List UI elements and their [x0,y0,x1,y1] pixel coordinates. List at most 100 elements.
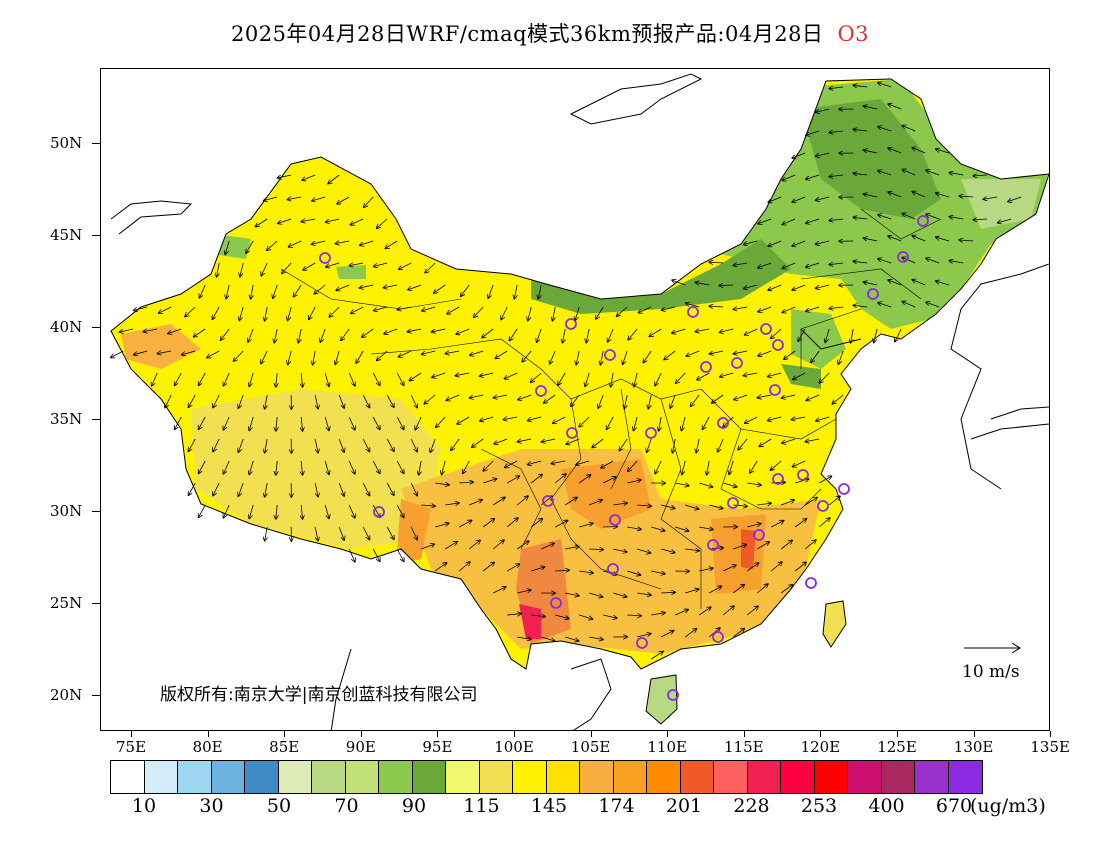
wind-arrow [410,482,417,496]
wind-arrow [233,350,244,361]
wind-arrow [396,372,404,385]
longitude-tick [207,731,209,737]
wind-arrow [686,303,700,308]
wind-arrow [878,259,892,264]
station-marker [769,384,781,396]
wind-arrow [816,416,830,421]
wind-arrow [878,215,892,220]
wind-arrow [804,498,817,506]
wind-arrow [806,174,820,179]
wind-arrow [627,570,640,575]
station-marker [566,427,578,439]
wind-arrow [312,196,326,201]
wind-arrow [838,350,844,364]
wind-arrow [504,372,518,379]
wind-arrow [576,350,580,365]
wind-arrow [199,372,206,385]
colorbar-units: (ug/m3) [970,795,1046,817]
wind-arrow [973,175,988,176]
wind-arrow [791,417,806,420]
wind-arrow [585,372,590,386]
wind-arrow [949,217,964,219]
wind-arrow [422,350,436,354]
wind-arrow [338,526,344,540]
wind-arrow [134,350,148,355]
wind-arrow [320,328,326,342]
wind-arrow [816,284,830,288]
wind-arrow [697,372,710,380]
wind-arrow [650,652,663,660]
wind-arrow [782,218,796,224]
station-marker [373,506,385,518]
station-marker [687,306,699,318]
wind-arrow [213,438,220,452]
wind-arrow [902,302,916,308]
wind-arrow [818,476,831,484]
wind-arrow [313,350,316,365]
wind-arrow [314,438,318,453]
wind-arrow [503,417,518,420]
wind-arrow [926,258,940,264]
wind-arrow [912,236,926,242]
wind-arrow [607,416,614,429]
station-marker [817,500,829,512]
wind-arrow [949,261,964,263]
wind-arrow [782,438,796,443]
wind-arrow [248,328,254,342]
wind-arrow [926,214,940,220]
longitude-label: 80E [192,738,223,756]
wind-arrow [468,540,480,550]
wind-scale-legend: 10 m/s [962,642,1021,682]
wind-arrow [492,540,504,550]
wind-arrow [651,613,665,615]
wind-arrow [301,460,302,475]
wind-arrow [780,585,792,594]
wind-arrow [265,526,268,541]
wind-arrow [335,350,340,364]
wind-arrow [261,262,268,276]
wind-arrow [372,504,380,517]
wind-arrow [328,174,340,184]
wind-arrow [709,504,723,508]
wind-arrow [684,629,696,638]
wind-arrow [816,240,830,244]
colorbar-swatch [178,761,212,793]
wind-arrow [362,394,369,407]
wind-arrow [829,219,844,221]
colorbar-swatch [881,761,915,793]
wind-arrow [506,564,519,572]
colorbar-swatch [312,761,346,793]
wind-arrow [744,328,758,335]
wind-arrow [628,460,638,471]
wind-arrow [983,197,998,199]
wind-arrow [421,505,435,506]
wind-arrow [589,592,602,597]
wind-arrow [199,504,206,517]
wind-arrow [324,416,329,430]
colorbar-tick-label: 253 [800,795,838,817]
longitude-tick [973,731,975,737]
longitude-tick [667,731,669,737]
wind-arrow [853,173,868,175]
wind-arrow [483,479,496,484]
wind-arrow [372,460,380,473]
wind-arrow [853,85,868,87]
wind-arrow [637,548,650,553]
wind-arrow [194,328,206,337]
wind-arrow [771,328,782,338]
wind-arrow [747,483,761,485]
wind-arrow [298,328,302,343]
wind-arrow [598,394,604,408]
wind-arrow [451,438,460,450]
wind-arrow [675,526,688,531]
wind-arrow [973,219,988,220]
station-marker [897,251,909,263]
wind-arrow [435,483,449,485]
wind-arrow [551,461,566,464]
wind-arrow [421,544,434,550]
coastlines [110,73,1049,730]
map-panel[interactable] [100,68,1050,731]
longitude-tick [284,731,286,737]
latitude-label: 45N [50,226,83,244]
wind-arrow [575,306,580,320]
